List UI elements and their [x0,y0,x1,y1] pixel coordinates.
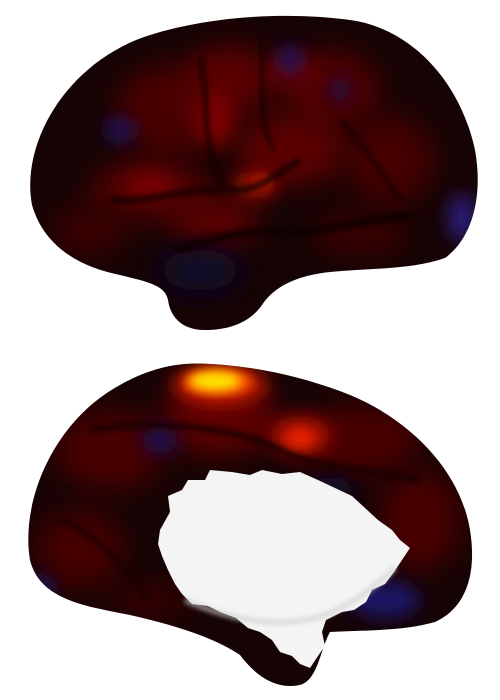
medial-wall-shading [183,565,398,626]
lateral-activation-map [50,39,476,290]
medial-wall-mask [158,470,410,668]
lateral-hemisphere-view [30,15,478,331]
medial-activation-map [28,365,460,618]
medial-hemisphere-view [28,363,473,686]
